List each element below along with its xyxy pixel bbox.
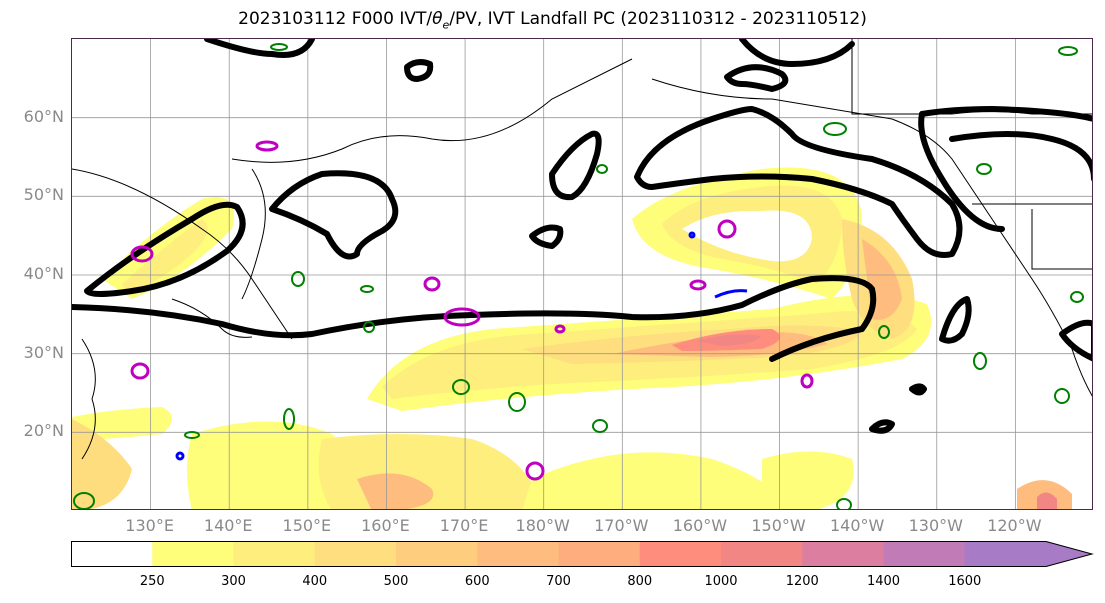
latitude-label: 50°N: [23, 185, 64, 205]
map-canvas: [72, 39, 1092, 509]
colorbar-segment: [883, 541, 966, 567]
colorbar-tick-label: 1600: [948, 574, 982, 589]
colorbar-segment: [314, 541, 397, 567]
theta-contours: [73, 43, 1084, 509]
colorbar-segment: [71, 541, 153, 567]
latitude-label: 40°N: [23, 264, 64, 283]
colorbar-tick-label: 500: [383, 574, 409, 589]
latitude-label: 60°N: [23, 106, 64, 126]
longitude-label: 160°E: [361, 516, 410, 535]
latitude-label: 30°N: [23, 342, 64, 362]
colorbar-segment: [477, 541, 559, 567]
colorbar-tick-label: 1200: [785, 574, 819, 589]
pv-contours: [130, 140, 814, 481]
map-title: 2023103112 F000 IVT/θe/PV, IVT Landfall …: [238, 9, 867, 32]
colorbar-tick-label: 800: [627, 574, 653, 589]
longitude-label: 130°E: [125, 516, 174, 535]
colorbar-tick-label: 600: [464, 574, 490, 589]
latitude-label: 20°N: [23, 421, 64, 441]
colorbar-segment: [558, 541, 641, 567]
longitude-label: 130°W: [908, 516, 963, 535]
longitude-label: 150°E: [282, 516, 332, 535]
colorbar-tick-label: 250: [139, 574, 165, 589]
longitude-label: 150°W: [751, 516, 806, 535]
colorbar-segment: [396, 541, 478, 567]
pc-contours: [72, 39, 1092, 434]
colorbar-tick-label: 1400: [866, 574, 901, 589]
colorbar-tick-label: 700: [546, 574, 571, 589]
colorbar-segment: [233, 541, 316, 567]
colorbar-segment: [802, 541, 884, 567]
colorbar-tick-label: 1000: [704, 574, 738, 589]
longitude-label: 160°W: [672, 516, 728, 535]
colorbar-tick-label: 300: [221, 574, 246, 589]
colorbar-segment: [639, 541, 722, 567]
colorbar-tick-label: 400: [302, 574, 328, 589]
longitude-label: 120°W: [987, 516, 1042, 535]
colorbar-outline: [71, 541, 1094, 567]
longitude-label: 180°W: [515, 516, 570, 535]
ivt-shading: [72, 167, 1072, 509]
colorbar-extend-arrow: [1046, 541, 1093, 567]
colorbar-segment: [152, 541, 234, 567]
colorbar-segment: [964, 541, 1047, 567]
blue-contours: [175, 231, 748, 461]
map-panel[interactable]: [71, 38, 1093, 510]
longitude-label: 170°W: [594, 516, 649, 535]
longitude-label: 140°E: [203, 516, 253, 535]
colorbar-segment: [721, 541, 803, 567]
longitude-label: 140°W: [829, 516, 885, 535]
colorbar: [71, 541, 1094, 567]
longitude-label: 170°E: [439, 516, 489, 535]
